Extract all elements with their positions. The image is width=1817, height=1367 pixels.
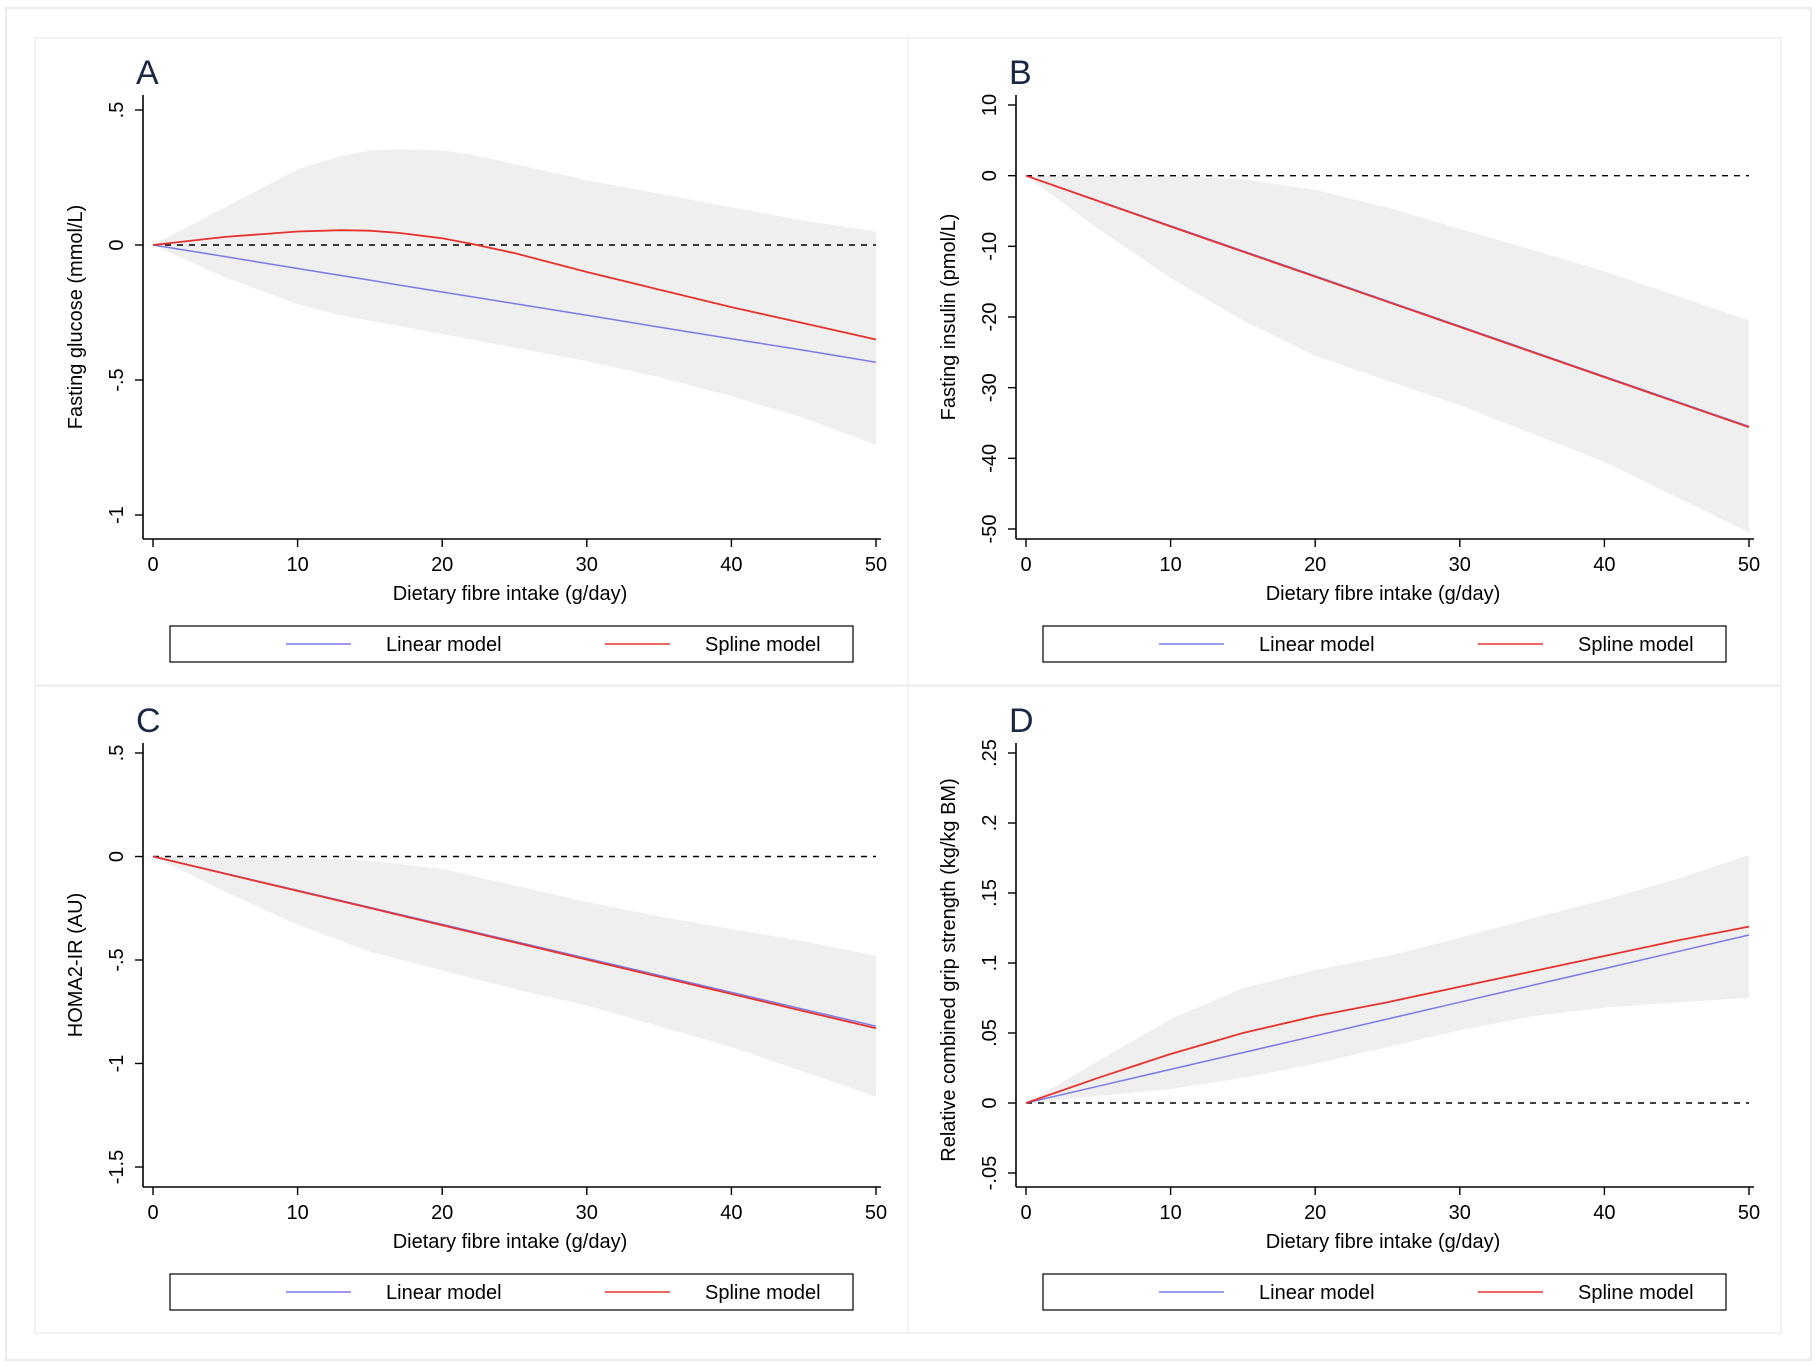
y-tick-label: -.5 xyxy=(106,368,128,391)
linear-model-line xyxy=(1025,934,1750,1104)
x-tick-label: 20 xyxy=(431,554,453,576)
x-tick-label: 0 xyxy=(147,554,158,576)
x-tick-label: 40 xyxy=(1593,554,1615,576)
x-tick-label: 0 xyxy=(1020,1202,1031,1224)
panel-d: D 0 10 20 30 40 50 -.05 0 .05 .1 .15 .2 .25 Dietary … xyxy=(907,685,1782,1334)
legend-linear-label: Linear model xyxy=(386,1282,502,1304)
panel-letter: B xyxy=(1009,54,1032,92)
x-tick-label: 20 xyxy=(1304,554,1326,576)
x-tick-label: 30 xyxy=(1449,554,1471,576)
legend-spline-label: Spline model xyxy=(705,634,821,656)
y-tick-label: -1 xyxy=(106,506,128,524)
legend-box xyxy=(1042,625,1727,663)
x-tick-label: 20 xyxy=(1304,1202,1326,1224)
linear-model-line xyxy=(152,244,877,363)
x-tick-label: 30 xyxy=(576,554,598,576)
panel-a: A 0 10 20 30 40 50 -1 -.5 0 .5 Dietary fibre inta… xyxy=(34,37,909,686)
y-tick-label: -1 xyxy=(106,1055,128,1073)
panel-frame xyxy=(907,685,1782,1334)
y-tick-label: -10 xyxy=(979,232,1001,261)
panel-letter: A xyxy=(136,54,159,92)
y-tick-label: 0 xyxy=(106,239,128,250)
y-tick-label: -.05 xyxy=(979,1156,1001,1190)
x-tick-label: 10 xyxy=(286,1202,308,1224)
ci-band xyxy=(153,149,876,445)
spline-model-line xyxy=(152,229,877,341)
x-axis-label: Dietary fibre intake (g/day) xyxy=(1266,583,1501,605)
x-tick-label: 20 xyxy=(431,1202,453,1224)
y-tick-label: .05 xyxy=(979,1019,1001,1047)
ci-band xyxy=(153,856,876,1097)
legend-spline-label: Spline model xyxy=(1578,1282,1694,1304)
ci-band xyxy=(1026,855,1749,1103)
y-tick-label: 0 xyxy=(979,1097,1001,1108)
y-tick-label: -20 xyxy=(979,303,1001,332)
x-tick-label: 40 xyxy=(720,1202,742,1224)
ci-band xyxy=(1026,175,1749,533)
x-tick-label: 40 xyxy=(720,554,742,576)
x-tick-label: 10 xyxy=(1159,1202,1181,1224)
y-tick-label: .5 xyxy=(106,102,128,119)
x-axis-label: Dietary fibre intake (g/day) xyxy=(393,1231,628,1253)
panel-b: B 0 10 20 30 40 50 -50 -40 -30 -20 -10 0 10 Dietary … xyxy=(907,37,1782,686)
y-tick-label: -1.5 xyxy=(106,1150,128,1184)
y-tick-label: 0 xyxy=(979,170,1001,181)
legend: Linear model Spline model xyxy=(1042,1273,1727,1311)
x-tick-label: 50 xyxy=(1738,1202,1760,1224)
x-tick-label: 10 xyxy=(1159,554,1181,576)
y-axis-label: Fasting insulin (pmol/L) xyxy=(938,214,960,421)
legend-box xyxy=(169,625,854,663)
legend-box xyxy=(1042,1273,1727,1311)
y-tick-label: -30 xyxy=(979,373,1001,402)
plot-area: 0 10 20 30 40 50 -1 -.5 0 .5 xyxy=(106,95,887,576)
x-axis-label: Dietary fibre intake (g/day) xyxy=(393,583,628,605)
y-tick-label: -50 xyxy=(979,515,1001,544)
y-axis-label: HOMA2-IR (AU) xyxy=(65,893,87,1037)
y-tick-label: .2 xyxy=(979,815,1001,832)
y-tick-label: -.5 xyxy=(106,948,128,971)
legend-linear-label: Linear model xyxy=(386,634,502,656)
x-tick-label: 50 xyxy=(865,1202,887,1224)
legend: Linear model Spline model xyxy=(169,625,854,663)
spline-model-line xyxy=(1025,174,1750,429)
y-tick-label: 0 xyxy=(106,851,128,862)
plot-area: 0 10 20 30 40 50 -50 -40 -30 -20 -10 0 10 xyxy=(979,94,1760,576)
panel-c: C 0 10 20 30 40 50 -1.5 -1 -.5 0 .5 Dietary fibre … xyxy=(34,685,909,1334)
spline-model-line xyxy=(1025,925,1750,1104)
x-tick-label: 50 xyxy=(865,554,887,576)
x-tick-label: 40 xyxy=(1593,1202,1615,1224)
y-tick-label: -40 xyxy=(979,444,1001,473)
legend-linear-label: Linear model xyxy=(1259,1282,1375,1304)
legend-spline-label: Spline model xyxy=(705,1282,821,1304)
x-tick-label: 50 xyxy=(1738,554,1760,576)
x-tick-label: 0 xyxy=(147,1202,158,1224)
legend-linear-label: Linear model xyxy=(1259,634,1375,656)
y-axis-label: Fasting glucose (mmol/L) xyxy=(65,205,87,430)
y-tick-label: 10 xyxy=(979,94,1001,116)
legend-box xyxy=(169,1273,854,1311)
legend-spline-label: Spline model xyxy=(1578,634,1694,656)
panel-letter: D xyxy=(1009,702,1034,740)
legend: Linear model Spline model xyxy=(1042,625,1727,663)
x-tick-label: 10 xyxy=(286,554,308,576)
y-tick-label: .5 xyxy=(106,745,128,762)
plot-area: 0 10 20 30 40 50 -1.5 -1 -.5 0 .5 xyxy=(106,743,887,1224)
panel-letter: C xyxy=(136,702,161,740)
x-tick-label: 30 xyxy=(1449,1202,1471,1224)
spline-model-line xyxy=(152,855,877,1030)
y-tick-label: .15 xyxy=(979,879,1001,907)
plot-area: 0 10 20 30 40 50 -.05 0 .05 .1 .15 .2 .25 xyxy=(979,739,1760,1224)
y-tick-label: .25 xyxy=(979,739,1001,767)
x-tick-label: 0 xyxy=(1020,554,1031,576)
x-axis-label: Dietary fibre intake (g/day) xyxy=(1266,1231,1501,1253)
x-tick-label: 30 xyxy=(576,1202,598,1224)
y-axis-label: Relative combined grip strength (kg/kg B… xyxy=(938,778,960,1162)
legend: Linear model Spline model xyxy=(169,1273,854,1311)
y-tick-label: .1 xyxy=(979,955,1001,972)
